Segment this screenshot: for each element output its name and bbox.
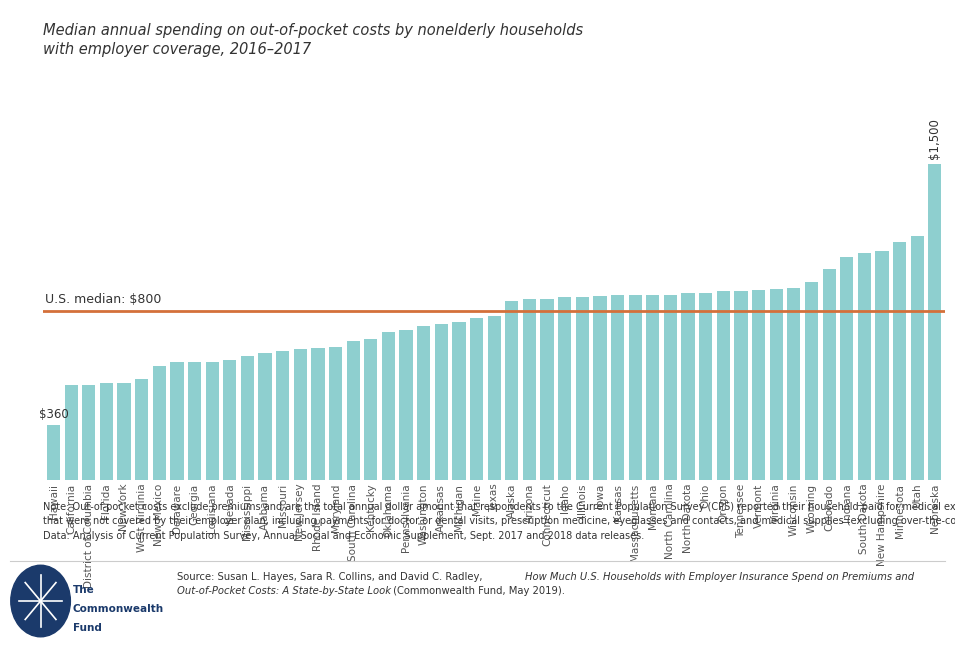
Text: Source: Susan L. Hayes, Sara R. Collins, and David C. Radley,: Source: Susan L. Hayes, Sara R. Collins,… xyxy=(177,572,485,581)
Bar xyxy=(682,292,694,480)
Text: Commonwealth: Commonwealth xyxy=(73,604,163,614)
Bar xyxy=(840,257,854,480)
Bar xyxy=(787,288,800,480)
Bar xyxy=(435,324,448,480)
Bar xyxy=(170,362,183,480)
Bar xyxy=(647,295,660,480)
Bar xyxy=(488,316,500,480)
Text: The: The xyxy=(73,584,95,595)
Bar xyxy=(453,322,466,480)
Bar xyxy=(858,253,871,480)
Bar xyxy=(241,356,254,480)
Bar xyxy=(82,385,96,480)
Bar xyxy=(911,236,923,480)
Bar xyxy=(876,251,888,480)
Bar xyxy=(522,299,536,480)
Bar xyxy=(399,330,413,480)
Bar xyxy=(576,297,589,480)
Text: Data: Analysis of Current Population Survey, Annual Social and Economic Suppleme: Data: Analysis of Current Population Sur… xyxy=(43,531,645,540)
Bar xyxy=(100,383,113,480)
Bar xyxy=(311,348,325,480)
Bar xyxy=(505,301,519,480)
Text: Fund: Fund xyxy=(73,623,101,633)
Bar xyxy=(417,326,431,480)
Text: U.S. median: $800: U.S. median: $800 xyxy=(45,292,161,306)
Bar xyxy=(893,242,906,480)
Bar xyxy=(717,292,730,480)
Text: How Much U.S. Households with Employer Insurance Spend on Premiums and: How Much U.S. Households with Employer I… xyxy=(525,572,914,581)
Text: $360: $360 xyxy=(38,408,69,421)
Bar xyxy=(294,349,307,480)
Bar xyxy=(611,295,625,480)
Bar xyxy=(752,290,765,480)
Bar xyxy=(382,332,395,480)
Bar xyxy=(65,385,77,480)
Bar xyxy=(558,297,571,480)
Bar xyxy=(153,366,166,480)
Bar xyxy=(223,360,237,480)
Bar xyxy=(541,299,554,480)
Bar xyxy=(664,295,677,480)
Bar xyxy=(135,378,148,480)
Bar xyxy=(928,165,942,480)
Bar xyxy=(259,353,271,480)
Bar xyxy=(117,383,131,480)
Circle shape xyxy=(11,565,71,637)
Bar xyxy=(822,270,836,480)
Bar xyxy=(364,339,377,480)
Text: Out-of-Pocket Costs: A State-by-State Look: Out-of-Pocket Costs: A State-by-State Lo… xyxy=(177,586,391,596)
Bar xyxy=(347,341,360,480)
Bar xyxy=(47,425,60,480)
Bar xyxy=(770,290,783,480)
Bar xyxy=(205,362,219,480)
Bar xyxy=(276,351,289,480)
Text: that were not covered by their employer plan, including payments for doctor or d: that were not covered by their employer … xyxy=(43,516,955,526)
Bar xyxy=(805,282,818,480)
Bar xyxy=(188,362,202,480)
Text: (Commonwealth Fund, May 2019).: (Commonwealth Fund, May 2019). xyxy=(390,586,564,596)
Text: $1,500: $1,500 xyxy=(928,118,942,159)
Text: Note: Out-of-pocket costs exclude premiums and are the total annual dollar amoun: Note: Out-of-pocket costs exclude premiu… xyxy=(43,502,955,512)
Bar xyxy=(470,318,483,480)
Bar xyxy=(628,295,642,480)
Text: Median annual spending on out-of-pocket costs by nonelderly households
with empl: Median annual spending on out-of-pocket … xyxy=(43,23,584,58)
Bar xyxy=(699,292,712,480)
Bar xyxy=(329,347,342,480)
Bar xyxy=(734,292,748,480)
Bar xyxy=(593,295,606,480)
